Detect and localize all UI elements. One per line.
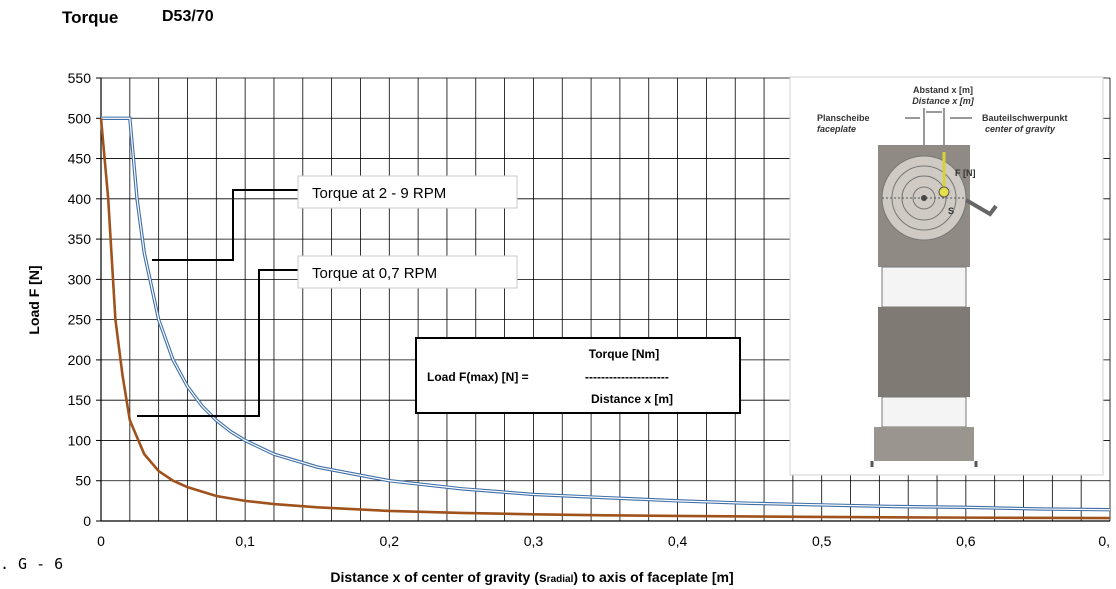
y-tick-label: 400 [68,191,92,207]
chart-axes [100,78,1110,522]
y-tick-label: 50 [75,473,91,489]
photo-label-abstand: Abstand x [m] [913,85,973,95]
chart-title: Torque [62,8,119,27]
formula-box: Torque [Nm] Load F(max) [N] = ----------… [415,337,741,414]
x-axis-label-part1: Distance x of center of gravity (s [330,569,547,585]
y-tick-label: 450 [68,151,92,167]
machine-photo: Abstand x [m] Distance x [m] Planscheibe… [789,76,1104,476]
formula-lhs: Load F(max) [N] = [427,370,529,384]
y-tick-label: 200 [68,352,92,368]
figure-label: . G - 6 [0,555,64,573]
y-tick-label: 300 [68,271,92,287]
x-axis-label-sub: radial [547,574,574,585]
annotation-leaders [137,189,298,417]
series-line-0-7-rpm [99,118,1111,520]
y-tick-label: 500 [68,110,92,126]
y-axis-label: Load F [N] [26,265,42,334]
x-tick-label: 0,5 [812,533,832,549]
x-tick-label: 0,6 [956,533,976,549]
x-tick-labels: 0 0,1 0,2 0,3 0,4 0,5 0,6 0, [97,533,1110,549]
annotation-2-9-rpm: Torque at 2 - 9 RPM [297,175,518,209]
x-tick-label: 0 [97,533,105,549]
y-tick-label: 250 [68,312,92,328]
y-tick-label: 150 [68,392,92,408]
y-tick-labels: 0 50 100 150 200 250 300 350 400 450 500 550 [68,70,101,529]
photo-label-schwerpunkt: Bauteilschwerpunkt [982,113,1068,123]
annotation-2-9-rpm-text: Torque at 2 - 9 RPM [312,185,446,202]
photo-label-planscheibe: Planscheibe [817,113,870,123]
y-tick-label: 550 [68,70,92,86]
x-axis-label: Distance x of center of gravity (sradial… [330,569,733,585]
photo-label-distance: Distance x [m] [912,96,975,106]
series-line-2-9-rpm-inner [101,117,1111,511]
formula-numerator: Torque [Nm] [589,347,659,361]
y-tick-label: 100 [68,432,92,448]
formula-divider: --------------------- [585,370,669,384]
photo-label-s: S [948,206,954,216]
chart-series [99,116,1111,520]
x-tick-label: 0,2 [380,533,400,549]
x-tick-label: 0, [1098,533,1110,549]
model-label: D53/70 [162,8,214,25]
leader-0-7-rpm [137,269,298,417]
annotation-0-7-rpm: Torque at 0,7 RPM [297,255,518,289]
photo-label-faceplate: faceplate [817,124,856,134]
x-tick-label: 0,1 [235,533,255,549]
leader-2-9-rpm [152,189,298,261]
x-tick-label: 0,4 [668,533,688,549]
x-tick-label: 0,3 [524,533,544,549]
y-tick-label: 0 [83,513,91,529]
y-tick-label: 350 [68,231,92,247]
formula-denominator: Distance x [m] [591,392,673,406]
x-axis-label-part2: ) to axis of faceplate [m] [573,569,733,585]
annotation-0-7-rpm-text: Torque at 0,7 RPM [312,265,437,282]
photo-label-force: F [N] [955,168,976,178]
photo-label-cog: center of gravity [985,124,1056,134]
